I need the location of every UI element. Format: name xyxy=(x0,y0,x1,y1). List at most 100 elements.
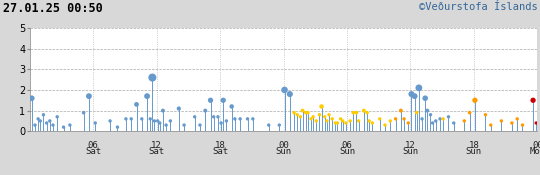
Text: 18: 18 xyxy=(215,141,225,150)
Point xyxy=(113,126,122,128)
Point xyxy=(410,95,419,97)
Point xyxy=(166,120,174,122)
Point xyxy=(315,113,324,116)
Point xyxy=(396,109,405,112)
Text: Sun: Sun xyxy=(275,147,292,156)
Point xyxy=(132,103,141,106)
Point xyxy=(375,117,384,120)
Point xyxy=(307,117,315,120)
Point xyxy=(36,120,45,122)
Point xyxy=(296,115,305,118)
Point xyxy=(342,122,350,124)
Point xyxy=(418,117,427,120)
Point xyxy=(303,111,312,114)
Point xyxy=(368,122,376,124)
Point xyxy=(360,109,368,112)
Point xyxy=(143,95,151,97)
Point xyxy=(309,115,318,118)
Text: 00: 00 xyxy=(532,141,540,150)
Point xyxy=(49,124,57,127)
Point xyxy=(122,117,130,120)
Point xyxy=(431,120,440,122)
Point xyxy=(227,105,236,108)
Point xyxy=(518,124,527,127)
Text: 06: 06 xyxy=(88,141,98,150)
Point xyxy=(153,120,162,122)
Point xyxy=(470,99,479,102)
Point xyxy=(481,113,490,116)
Point xyxy=(106,120,114,122)
Text: 12: 12 xyxy=(151,141,162,150)
Point xyxy=(236,117,245,120)
Point xyxy=(320,115,329,118)
Point xyxy=(201,109,210,112)
Point xyxy=(159,109,167,112)
Point xyxy=(449,122,458,124)
Point xyxy=(39,113,48,116)
Point xyxy=(127,117,136,120)
Text: 00: 00 xyxy=(278,141,289,150)
Point xyxy=(312,120,321,122)
Text: ©Veðurstofa Íslands: ©Veðurstofa Íslands xyxy=(418,2,537,12)
Point xyxy=(352,111,361,114)
Point xyxy=(421,97,429,100)
Text: Mon: Mon xyxy=(529,147,540,156)
Point xyxy=(243,117,252,120)
Point xyxy=(195,124,204,127)
Point xyxy=(339,120,347,122)
Point xyxy=(53,115,62,118)
Point xyxy=(42,122,51,124)
Point xyxy=(513,117,522,120)
Point xyxy=(298,109,307,112)
Point xyxy=(214,115,222,118)
Point xyxy=(346,120,354,122)
Point xyxy=(407,93,416,96)
Text: Sun: Sun xyxy=(339,147,355,156)
Point xyxy=(150,120,159,122)
Text: Sat: Sat xyxy=(212,147,228,156)
Point xyxy=(138,117,146,120)
Point xyxy=(290,111,299,114)
Point xyxy=(28,97,36,100)
Point xyxy=(31,124,39,127)
Text: 06: 06 xyxy=(342,141,352,150)
Text: Sat: Sat xyxy=(148,147,165,156)
Point xyxy=(426,113,435,116)
Point xyxy=(248,117,257,120)
Point xyxy=(436,117,444,120)
Point xyxy=(219,99,227,102)
Point xyxy=(322,120,331,122)
Point xyxy=(146,117,154,120)
Point xyxy=(460,120,469,122)
Point xyxy=(79,111,88,114)
Point xyxy=(45,120,54,122)
Point xyxy=(231,117,239,120)
Point xyxy=(286,93,294,96)
Point xyxy=(508,122,516,124)
Point xyxy=(363,111,372,114)
Point xyxy=(275,124,284,127)
Point xyxy=(400,117,408,120)
Text: Sun: Sun xyxy=(402,147,418,156)
Point xyxy=(210,115,218,118)
Point xyxy=(174,107,183,110)
Point xyxy=(280,89,289,91)
Point xyxy=(217,122,225,124)
Point xyxy=(156,122,164,124)
Text: 18: 18 xyxy=(469,141,479,150)
Text: 12: 12 xyxy=(405,141,416,150)
Point xyxy=(222,120,231,122)
Text: Sat: Sat xyxy=(85,147,101,156)
Point xyxy=(465,111,474,114)
Text: 27.01.25 00:50: 27.01.25 00:50 xyxy=(3,2,103,15)
Point xyxy=(415,86,423,89)
Point xyxy=(328,117,336,120)
Point xyxy=(206,99,215,102)
Point xyxy=(180,124,188,127)
Point xyxy=(336,117,345,120)
Point xyxy=(318,105,326,108)
Point xyxy=(386,120,395,122)
Point xyxy=(65,124,74,127)
Point xyxy=(439,117,448,120)
Point xyxy=(265,124,273,127)
